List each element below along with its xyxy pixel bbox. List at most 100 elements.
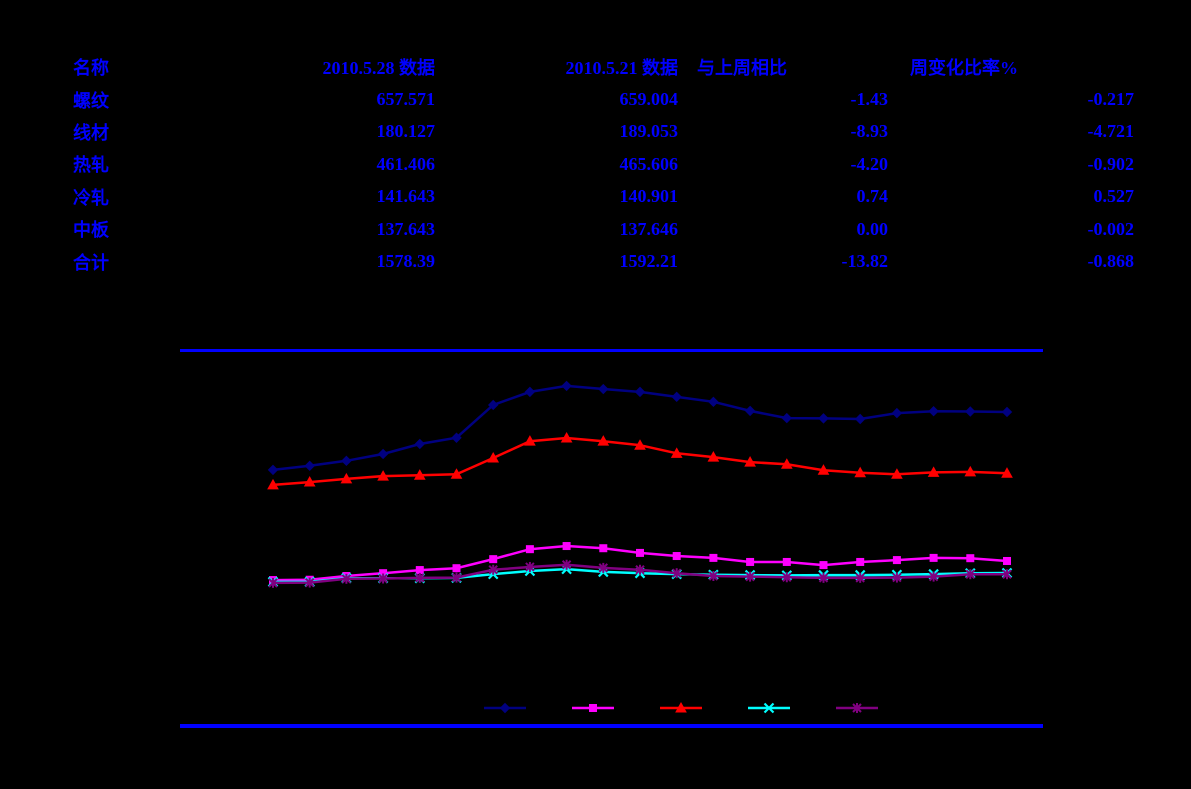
inventory-table: 名称 2010.5.28 数据 2010.5.21 数据 与上周相比 周变化比率% 螺纹 6…	[73, 51, 1134, 278]
diamond-marker-icon	[499, 702, 511, 714]
series-markers-hot-rolled	[267, 432, 1013, 490]
column-header: 名称	[73, 58, 109, 79]
value-cell: 657.571	[376, 89, 436, 110]
legend-sample-cold-rolled	[748, 702, 790, 714]
value-cell: 0.74	[856, 186, 889, 207]
square-marker-icon	[562, 542, 571, 551]
value-cell: 0.00	[856, 218, 889, 239]
diamond-marker-icon	[377, 448, 389, 460]
square-marker-icon	[892, 556, 901, 565]
value-cell: 659.004	[619, 89, 679, 110]
asterisk-marker-icon	[304, 577, 315, 588]
value-cell: -0.902	[1087, 153, 1135, 174]
column-header: 2010.5.21 数据	[565, 58, 679, 79]
series-markers-rebar	[267, 380, 1013, 476]
triangle-marker-icon	[597, 435, 610, 446]
diamond-marker-icon	[304, 460, 315, 472]
diamond-marker-icon	[634, 386, 646, 398]
table-header-row: 名称 2010.5.28 数据 2010.5.21 数据 与上周相比 周变化比率%	[73, 51, 1134, 83]
square-marker-icon	[452, 564, 461, 573]
row-label: 热轧	[73, 155, 109, 176]
value-cell: 137.643	[376, 218, 436, 239]
value-cell: -4.20	[850, 153, 889, 174]
diamond-marker-icon	[1001, 406, 1013, 418]
table-row-螺纹: 螺纹 657.571 659.004 -1.43 -0.217	[73, 83, 1134, 115]
value-cell: 1592.21	[619, 251, 679, 272]
asterisk-marker-icon	[341, 573, 352, 584]
legend-sample-wire-rod	[572, 704, 614, 712]
legend-item-rebar	[484, 701, 526, 715]
diamond-marker-icon	[965, 406, 976, 417]
asterisk-marker-icon	[1002, 569, 1012, 580]
legend-sample-hot-rolled	[660, 701, 702, 713]
value-cell: -0.868	[1087, 251, 1135, 272]
square-marker-icon	[929, 553, 938, 562]
triangle-marker-icon	[927, 466, 940, 477]
legend-item-cold-rolled	[748, 701, 790, 715]
asterisk-marker-icon	[745, 571, 755, 582]
asterisk-marker-icon	[378, 573, 388, 584]
square-marker-icon	[599, 544, 608, 553]
table-row-中板: 中板 137.643 137.646 0.00 -0.002	[73, 213, 1134, 245]
asterisk-marker-icon	[268, 577, 278, 588]
triangle-marker-icon	[817, 464, 830, 475]
triangle-marker-icon	[670, 447, 683, 458]
triangle-marker-icon	[744, 456, 756, 467]
triangle-marker-icon	[707, 451, 720, 462]
diamond-marker-icon	[708, 396, 719, 408]
row-label: 螺纹	[73, 90, 109, 111]
value-cell: -1.43	[850, 89, 889, 110]
triangle-marker-icon	[964, 465, 977, 477]
asterisk-marker-icon	[818, 572, 829, 583]
value-cell: 141.643	[376, 186, 436, 207]
diamond-marker-icon	[267, 464, 279, 476]
chart-bottom-border	[180, 724, 1043, 728]
square-marker-icon	[746, 557, 755, 566]
diamond-marker-icon	[671, 391, 682, 403]
row-label: 冷轧	[73, 187, 109, 208]
square-marker-icon	[672, 552, 681, 561]
diamond-marker-icon	[781, 412, 793, 424]
asterisk-marker-icon	[488, 564, 498, 575]
triangle-marker-icon	[377, 470, 389, 481]
square-marker-icon	[589, 704, 597, 712]
diamond-marker-icon	[854, 413, 866, 425]
diamond-marker-icon	[451, 432, 462, 443]
asterisk-marker-icon	[671, 568, 682, 579]
square-marker-icon	[525, 545, 534, 554]
value-cell: -0.002	[1087, 218, 1135, 239]
diamond-marker-icon	[414, 438, 426, 450]
triangle-marker-icon	[487, 451, 500, 463]
value-cell: -8.93	[850, 121, 889, 142]
diamond-marker-icon	[341, 455, 352, 467]
value-cell: -0.217	[1087, 89, 1135, 110]
triangle-marker-icon	[780, 458, 793, 469]
asterisk-marker-icon	[852, 703, 862, 713]
value-cell: 137.646	[619, 218, 679, 239]
asterisk-marker-icon	[415, 572, 425, 583]
diamond-marker-icon	[524, 386, 536, 398]
triangle-marker-icon	[634, 439, 646, 450]
asterisk-marker-icon	[855, 572, 865, 583]
diamond-marker-icon	[561, 380, 572, 392]
table-row-热轧: 热轧 461.406 465.606 -4.20 -0.902	[73, 148, 1134, 180]
diamond-marker-icon	[928, 405, 939, 417]
asterisk-marker-icon	[928, 571, 939, 582]
square-marker-icon	[782, 557, 791, 566]
triangle-marker-icon	[450, 468, 463, 479]
square-marker-icon	[966, 554, 975, 563]
asterisk-marker-icon	[782, 572, 792, 583]
legend-sample-medium-plate	[836, 703, 878, 713]
asterisk-marker-icon	[965, 569, 976, 580]
table-row-合计: 合计 1578.39 1592.21 -13.82 -0.868	[73, 245, 1134, 277]
square-marker-icon	[1003, 556, 1011, 565]
x-marker-icon	[763, 702, 775, 714]
asterisk-marker-icon	[635, 564, 645, 575]
diamond-marker-icon	[487, 399, 499, 411]
triangle-marker-icon	[675, 701, 687, 713]
value-cell: 140.901	[619, 186, 679, 207]
diamond-marker-icon	[818, 413, 829, 424]
value-cell: -4.721	[1087, 121, 1135, 142]
asterisk-marker-icon	[708, 571, 719, 582]
